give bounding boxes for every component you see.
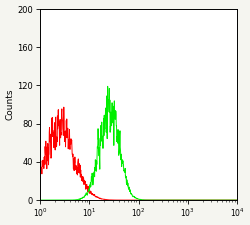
Y-axis label: Counts: Counts	[6, 89, 15, 120]
